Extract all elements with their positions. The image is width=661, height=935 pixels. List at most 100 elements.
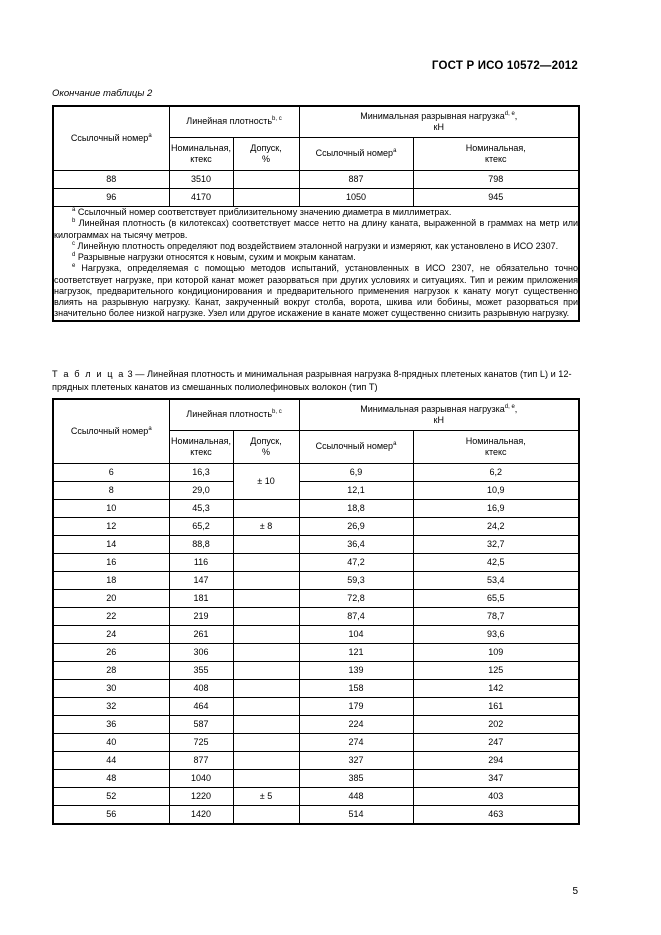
cell-tolerance xyxy=(232,751,300,770)
cell-tolerance xyxy=(232,661,300,680)
table-row: 32 464 179 161 xyxy=(52,697,581,716)
cell-ref: 30 xyxy=(52,679,170,698)
table3-caption: Т а б л и ц а 3 — Линейная плотность и м… xyxy=(52,368,580,394)
cell-nominal: 1420 xyxy=(168,805,234,825)
cell-ref: 8 xyxy=(52,481,170,500)
footnote-marker: a xyxy=(72,207,76,213)
cell-nominal: 4170 xyxy=(168,188,234,207)
cell-nominal: 116 xyxy=(168,553,234,572)
table-row: 30 408 158 142 xyxy=(52,679,581,698)
table3-caption-label: Т а б л и ц а xyxy=(52,369,125,379)
footnote-marker: b, c xyxy=(272,409,282,416)
cell-nominal: 88,8 xyxy=(168,535,234,554)
cell-nominal2: 798 xyxy=(412,170,581,189)
footnote-marker: a xyxy=(148,425,152,432)
table-row: 10 45,3 18,8 16,9 xyxy=(52,499,581,518)
cell-tolerance xyxy=(232,170,300,189)
footnote-d: d Разрывные нагрузки относятся к новым, … xyxy=(72,252,356,262)
cell-nominal2: 247 xyxy=(412,733,581,752)
page-title: ГОСТ Р ИСО 10572—2012 xyxy=(431,60,578,72)
cell-ref2: 327 xyxy=(298,751,414,770)
footnotes-block: a Ссылочный номер соответствует приблизи… xyxy=(51,206,581,322)
cell-ref: 26 xyxy=(52,643,170,662)
cell-ref: 18 xyxy=(52,571,170,590)
table3-caption-text: Линейная плотность и минимальная разрывн… xyxy=(52,369,572,393)
cell-ref: 20 xyxy=(52,589,170,608)
cell-tolerance xyxy=(232,733,300,752)
header-nominal-ktex: Номинальная, ктекс xyxy=(168,137,234,171)
footnote-marker: d, e xyxy=(504,110,515,117)
footnote-marker: d xyxy=(72,252,76,258)
cell-ref2: 104 xyxy=(298,625,414,644)
cell-nominal2: 463 xyxy=(412,805,581,825)
cell-nominal2: 6,2 xyxy=(412,463,581,482)
footnote-a: a Ссылочный номер соответствует приблизи… xyxy=(72,207,452,217)
cell-nominal2: 945 xyxy=(412,188,581,207)
table-row: 24 261 104 93,6 xyxy=(52,625,581,644)
header-nominal-2: Номинальная, ктекс xyxy=(412,137,581,171)
cell-nominal2: 53,4 xyxy=(412,571,581,590)
cell-tolerance xyxy=(232,553,300,572)
cell-nominal: 147 xyxy=(168,571,234,590)
footnote-marker: d, e xyxy=(504,403,515,410)
cell-tolerance xyxy=(232,589,300,608)
table-header-row-sub: Номинальная, ктекс Допуск, % Ссылочный н… xyxy=(53,430,581,464)
cell-nominal: 408 xyxy=(168,679,234,698)
cell-nominal2: 16,9 xyxy=(412,499,581,518)
cell-nominal: 3510 xyxy=(168,170,234,189)
cell-ref: 28 xyxy=(52,661,170,680)
cell-tolerance xyxy=(232,571,300,590)
cell-ref2: 6,9 xyxy=(298,463,414,482)
cell-nominal2: 202 xyxy=(412,715,581,734)
cell-tolerance: ± 10 xyxy=(232,463,300,500)
cell-nominal: 464 xyxy=(168,697,234,716)
table-2: Ссылочный номерa Линейная плотностьb, c … xyxy=(51,105,581,322)
cell-ref2: 47,2 xyxy=(298,553,414,572)
header-linear-density: Линейная плотностьb, c xyxy=(168,105,300,138)
cell-nominal2: 109 xyxy=(412,643,581,662)
cell-nominal2: 93,6 xyxy=(412,625,581,644)
cell-ref: 6 xyxy=(52,463,170,482)
cell-ref2: 887 xyxy=(298,170,414,189)
table-3: Ссылочный номерa Линейная плотностьb, c … xyxy=(52,398,581,825)
cell-nominal: 219 xyxy=(168,607,234,626)
cell-tolerance: ± 5 xyxy=(232,787,300,806)
cell-ref2: 18,8 xyxy=(298,499,414,518)
table-row: 12 65,2 ± 8 26,9 24,2 xyxy=(52,517,581,536)
table-row: 20 181 72,8 65,5 xyxy=(52,589,581,608)
cell-ref2: 514 xyxy=(298,805,414,825)
table-row: 96 4170 1050 945 xyxy=(52,188,581,207)
cell-nominal: 1220 xyxy=(168,787,234,806)
cell-ref2: 72,8 xyxy=(298,589,414,608)
cell-ref: 16 xyxy=(52,553,170,572)
table-row: 8 29,0 12,1 10,9 xyxy=(52,481,581,500)
table-row: 18 147 59,3 53,4 xyxy=(52,571,581,590)
cell-nominal2: 78,7 xyxy=(412,607,581,626)
table-header-row-sub: Номинальная, ктекс Допуск, % Ссылочный н… xyxy=(53,137,581,171)
cell-ref2: 179 xyxy=(298,697,414,716)
header-ref-number: Ссылочный номерa xyxy=(52,105,170,171)
cell-nominal: 65,2 xyxy=(168,517,234,536)
cell-nominal2: 347 xyxy=(412,769,581,788)
cell-nominal: 45,3 xyxy=(168,499,234,518)
table-header-row-top: Ссылочный номерa Линейная плотностьb, c … xyxy=(52,105,581,171)
table3-caption-number: 3 xyxy=(127,369,133,379)
cell-tolerance xyxy=(232,188,300,207)
cell-ref: 40 xyxy=(52,733,170,752)
footnote-marker: a xyxy=(148,132,152,139)
table-row: 6 16,3 ± 10 6,9 6,2 xyxy=(52,463,581,500)
cell-ref2: 385 xyxy=(298,769,414,788)
cell-nominal2: 125 xyxy=(412,661,581,680)
table-row: 52 1220 ± 5 448 403 xyxy=(52,787,581,806)
cell-ref: 32 xyxy=(52,697,170,716)
header-tolerance: Допуск, % xyxy=(232,430,300,464)
table-row: 56 1420 514 463 xyxy=(52,805,581,825)
cell-tolerance xyxy=(232,625,300,644)
table3-caption-dash: — xyxy=(135,369,145,379)
table-3-body: 6 16,3 ± 10 6,9 6,2 8 29,0 12,1 10,9 10 45,3 18,8 16… xyxy=(52,463,581,825)
cell-ref2: 12,1 xyxy=(298,481,414,500)
table-row: 22 219 87,4 78,7 xyxy=(52,607,581,626)
cell-nominal2: 142 xyxy=(412,679,581,698)
cell-nominal: 181 xyxy=(168,589,234,608)
cell-ref: 52 xyxy=(52,787,170,806)
